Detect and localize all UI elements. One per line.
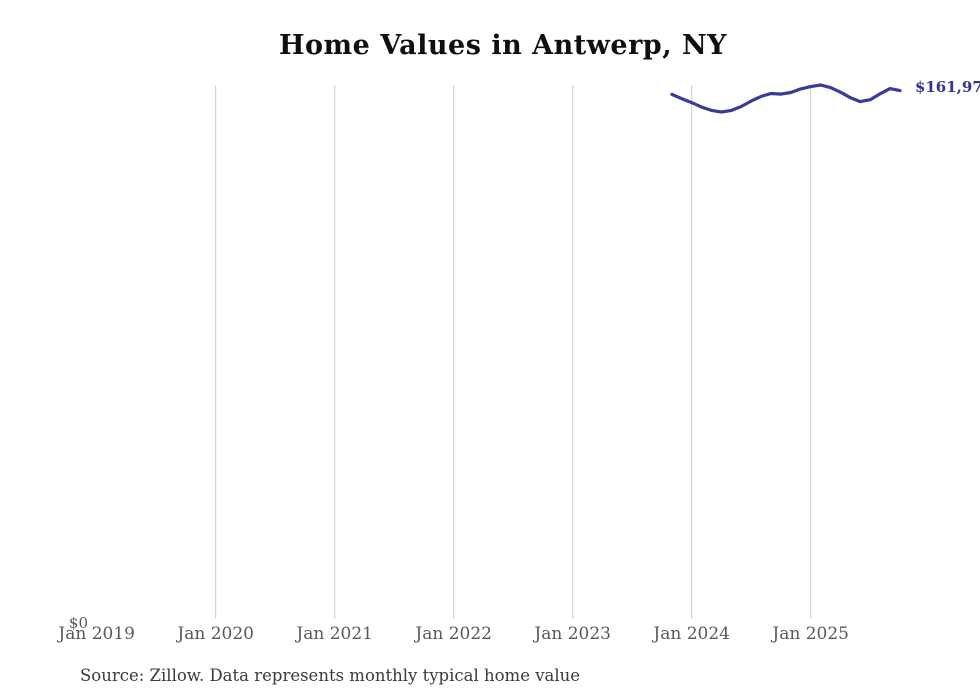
source-note: Source: Zillow. Data represents monthly … xyxy=(80,666,581,685)
x-tick-label-2024: Jan 2024 xyxy=(653,624,730,644)
x-tick-label-2025: Jan 2025 xyxy=(772,624,849,644)
x-tick-label-2023: Jan 2023 xyxy=(534,624,611,644)
y-axis-zero-label: $0 xyxy=(68,614,88,632)
x-tick-label-2021: Jan 2021 xyxy=(296,624,373,644)
x-tick-label-2019: Jan 2019 xyxy=(58,624,135,644)
chart-title: Home Values in Antwerp, NY xyxy=(279,30,727,61)
x-tick-label-2020: Jan 2020 xyxy=(177,624,254,644)
home-value-line xyxy=(670,83,902,114)
current-value-label: $161,97 xyxy=(914,77,980,96)
x-tick-label-2022: Jan 2022 xyxy=(415,624,492,644)
